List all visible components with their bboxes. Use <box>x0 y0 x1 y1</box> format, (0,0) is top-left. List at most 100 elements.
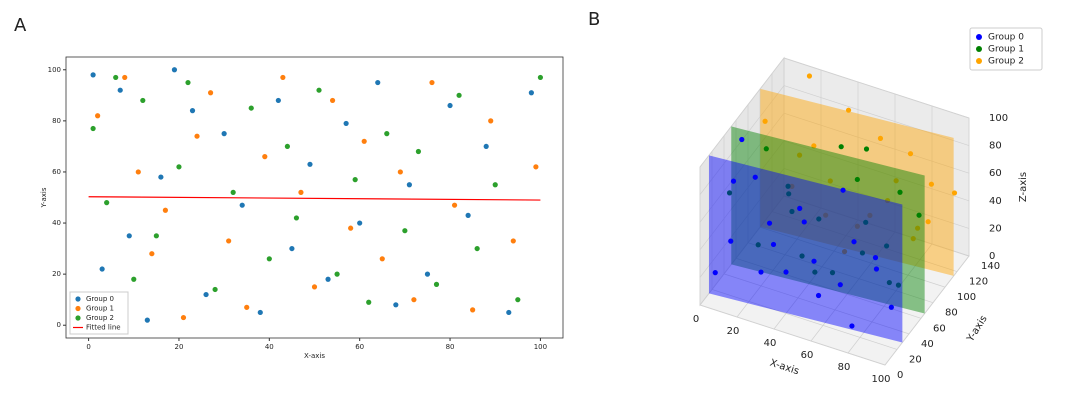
point <box>854 223 860 229</box>
x-tick-label: 100 <box>534 343 547 351</box>
legend-label: Group 0 <box>988 33 1024 43</box>
point <box>316 87 322 93</box>
y-tick-label: 80 <box>52 117 61 125</box>
point <box>158 174 164 180</box>
point <box>474 245 480 252</box>
legend-marker <box>976 34 982 40</box>
point <box>185 79 191 86</box>
point <box>811 143 817 149</box>
y-tick-label: 20 <box>909 354 922 365</box>
point <box>447 102 453 109</box>
point <box>451 202 458 208</box>
point <box>840 187 846 193</box>
point <box>221 131 227 137</box>
point <box>275 97 281 104</box>
grid-line <box>884 255 970 366</box>
x-tick-label: 40 <box>265 343 274 351</box>
point <box>799 253 805 259</box>
grid-line <box>783 57 970 119</box>
point <box>348 225 354 231</box>
point <box>280 74 286 81</box>
x-tick-label: 60 <box>355 343 364 351</box>
point <box>888 304 894 310</box>
point <box>171 67 178 73</box>
z-tick-label: 60 <box>989 168 1002 179</box>
point <box>766 220 773 226</box>
x-axis-label: X-axis <box>304 352 325 360</box>
point <box>433 281 440 287</box>
point <box>823 212 829 218</box>
point <box>755 242 761 248</box>
point <box>506 309 512 316</box>
point <box>257 309 263 316</box>
point <box>951 190 958 196</box>
point <box>752 174 758 180</box>
point <box>851 239 857 245</box>
point <box>907 151 914 157</box>
grid-line <box>699 57 785 168</box>
point <box>465 212 471 218</box>
grid-line <box>783 140 970 202</box>
y-tick-label: 100 <box>48 66 61 74</box>
point <box>533 164 539 170</box>
y-tick-label: 60 <box>52 168 61 176</box>
point <box>424 271 431 277</box>
point <box>897 189 903 195</box>
point <box>140 97 146 104</box>
point <box>122 74 128 81</box>
point <box>144 317 150 323</box>
legend-label: Group 2 <box>86 314 114 322</box>
point <box>789 183 795 189</box>
y-tick-label: 0 <box>897 370 903 381</box>
grid-line <box>759 226 946 288</box>
point <box>812 269 818 275</box>
point <box>785 183 791 189</box>
point <box>893 178 899 184</box>
point <box>379 256 385 262</box>
panel-label: A <box>14 15 27 36</box>
grid-line <box>847 243 933 354</box>
point <box>207 90 214 96</box>
point <box>796 152 803 158</box>
point <box>867 212 873 218</box>
point <box>728 238 734 244</box>
point <box>730 178 737 184</box>
point <box>863 219 869 225</box>
x-tick-label: 100 <box>871 374 890 385</box>
point <box>739 136 745 143</box>
point <box>298 189 304 195</box>
z-tick-label: 100 <box>989 113 1008 124</box>
z-tick-label: 20 <box>989 223 1002 234</box>
point <box>325 276 331 282</box>
y-tick-label: 140 <box>981 261 1000 272</box>
point <box>375 79 381 86</box>
point <box>194 133 200 139</box>
x-tick-label: 20 <box>174 343 183 351</box>
z-axis-label: Z-axis <box>1018 172 1029 202</box>
grid-line <box>711 289 898 350</box>
legend-marker <box>75 315 81 321</box>
point <box>352 177 358 183</box>
point <box>859 250 866 256</box>
y-tick-label: 120 <box>969 277 988 288</box>
grid-line <box>723 273 910 335</box>
point <box>203 291 209 298</box>
legend-box <box>969 27 1043 71</box>
point <box>307 161 313 167</box>
point <box>429 79 435 86</box>
panel-label: B <box>588 9 600 30</box>
grid-line <box>699 140 785 251</box>
point <box>838 144 844 150</box>
point <box>863 146 870 152</box>
point <box>397 169 403 175</box>
x-tick-label: 80 <box>838 362 851 373</box>
point <box>226 238 232 244</box>
point <box>384 131 390 137</box>
point <box>90 72 96 78</box>
point <box>248 105 254 111</box>
legend-marker <box>976 46 982 52</box>
point <box>180 314 187 321</box>
point <box>845 107 852 113</box>
point <box>811 258 817 264</box>
point <box>915 225 921 231</box>
